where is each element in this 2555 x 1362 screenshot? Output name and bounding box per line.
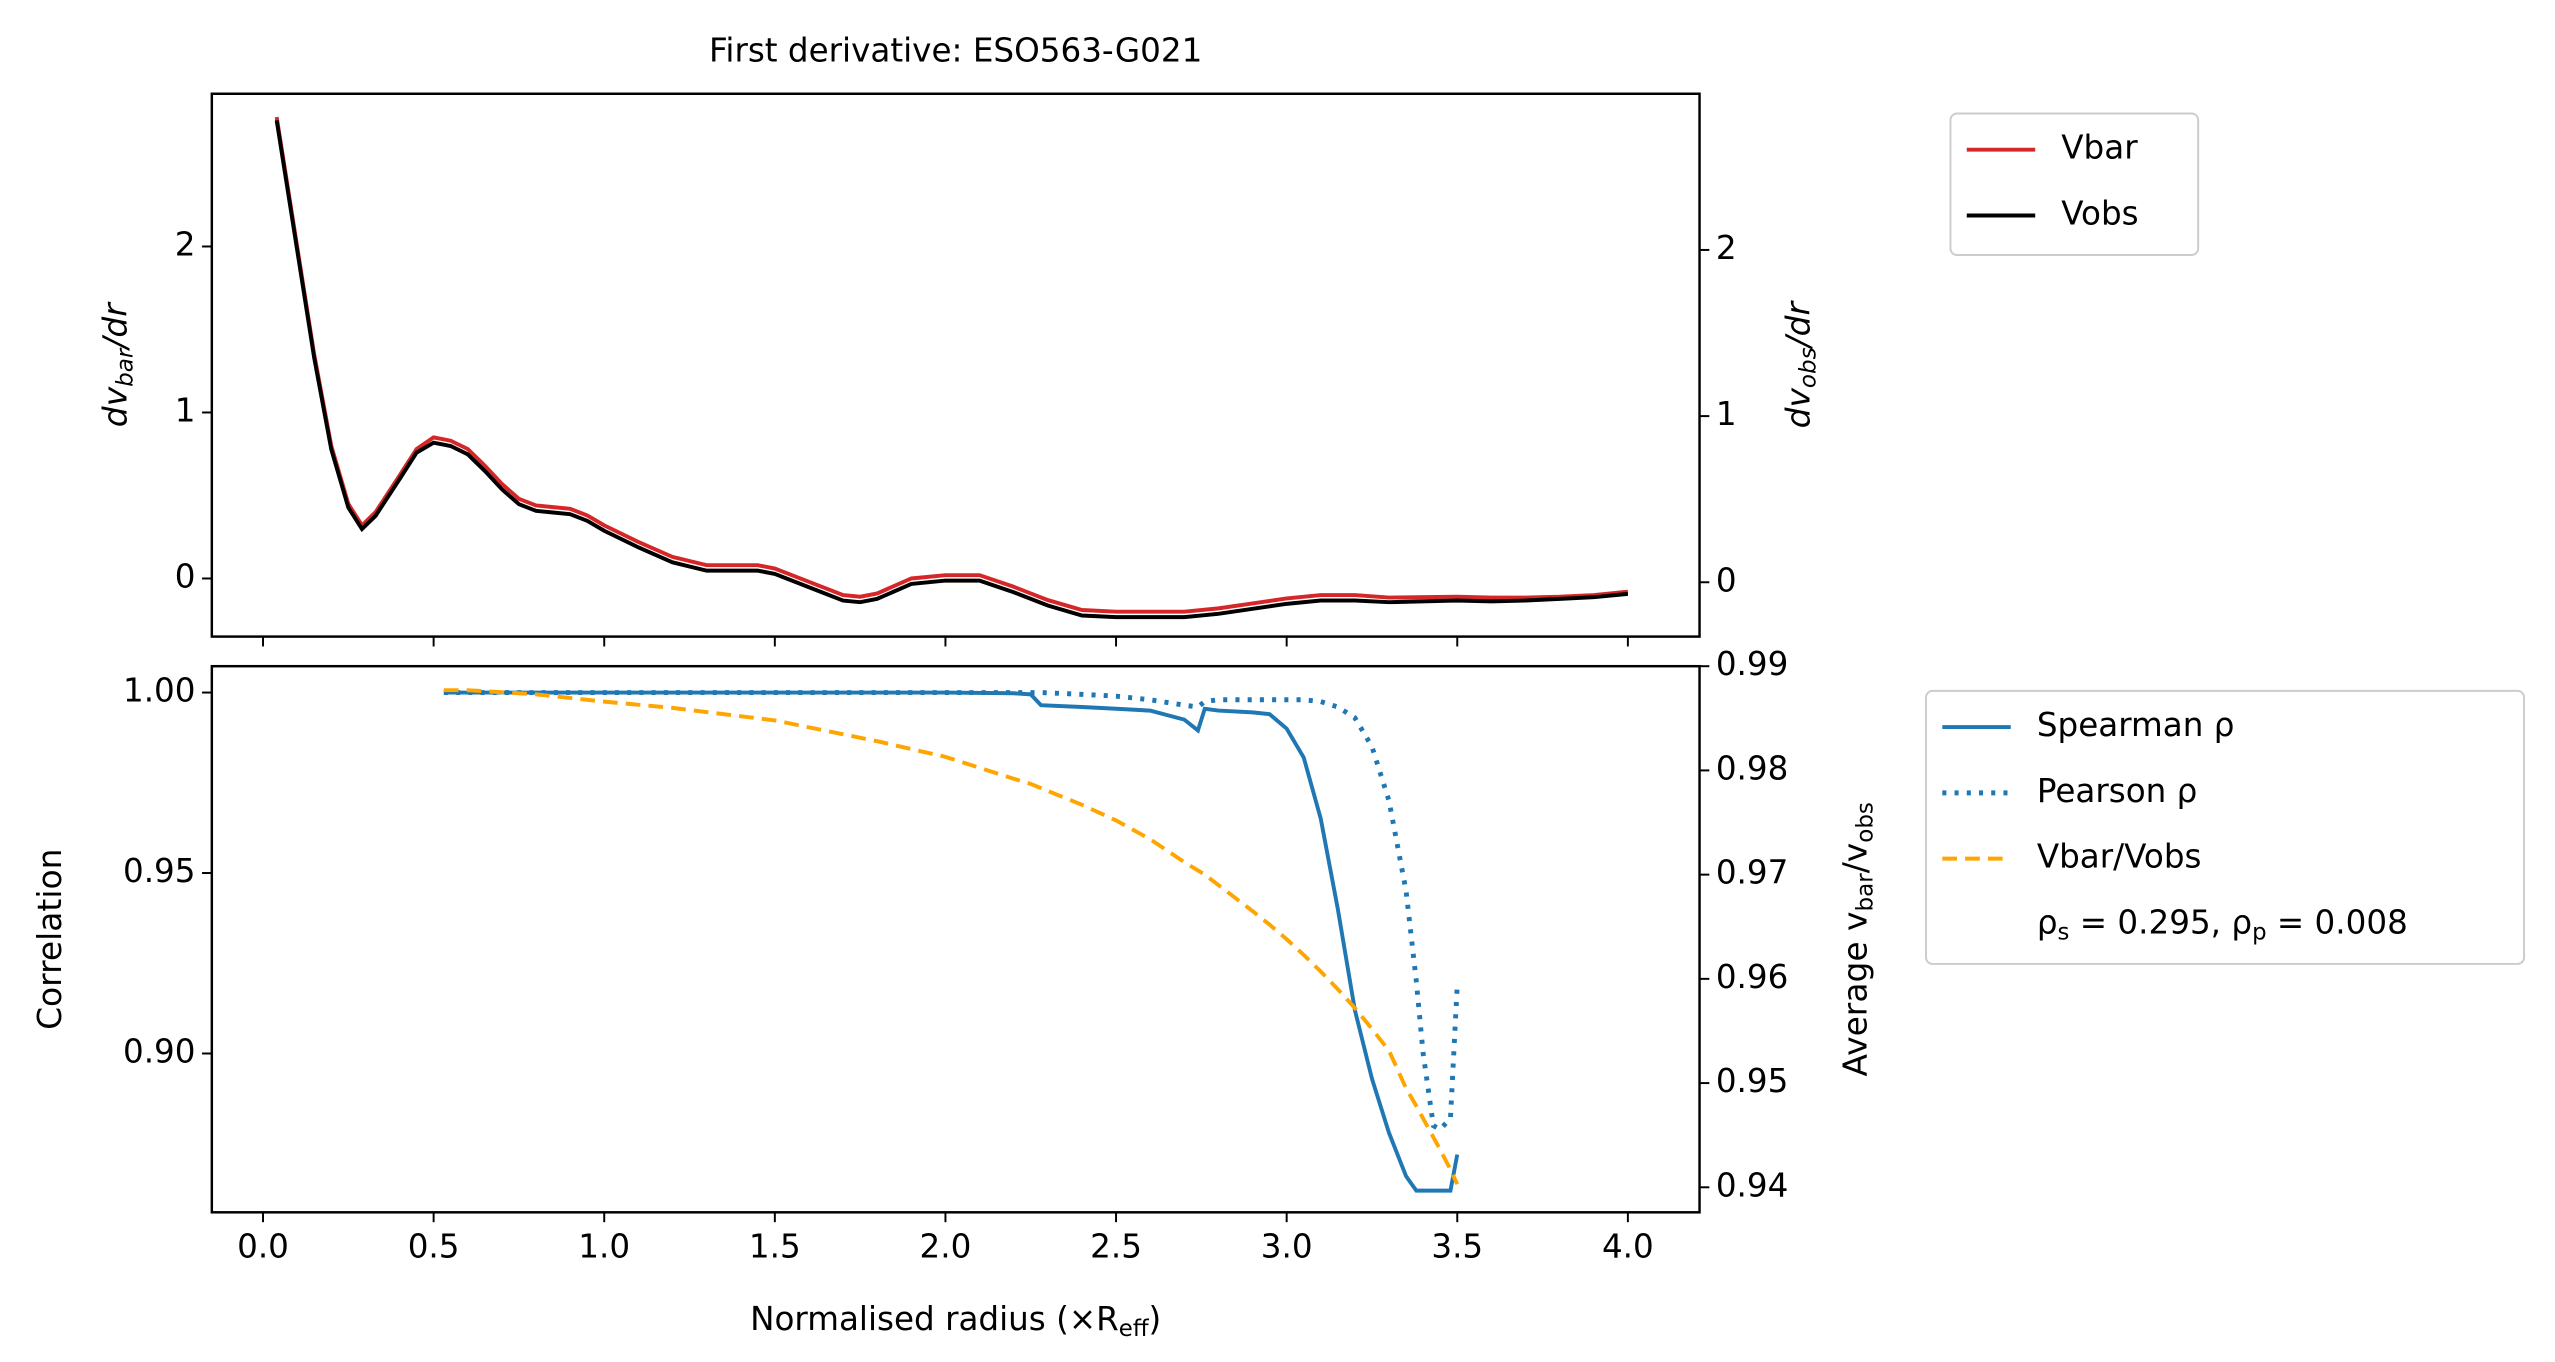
x-tick-label: 1.0 [578,1227,630,1265]
y2-tick-label: 0.98 [1716,749,1789,787]
y2-tick-label: 1 [1716,395,1737,433]
x-tick-label: 2.5 [1090,1227,1142,1265]
x-tick-label: 4.0 [1602,1227,1654,1265]
x-tick-label: 3.0 [1261,1227,1313,1265]
legend-label: Vobs [2061,194,2138,232]
y2-tick-label: 0.99 [1716,645,1789,683]
y2-axis-label-part: dv [1780,387,1818,428]
data-line [274,120,1629,620]
y-axis-label-part: bar [112,347,138,387]
y-tick-label: 0.95 [123,852,196,890]
y-axis-label-part: /dr [96,301,134,352]
y2-tick-label: 0.96 [1716,958,1789,996]
x-tick-label: 2.0 [920,1227,972,1265]
plot-frame [210,664,1701,1214]
annotation-part: = 0.008 [2267,903,2408,941]
annotation-part: p [2252,919,2266,945]
y-tick-label: 2 [175,225,196,263]
x-tick-label: 0.0 [237,1227,289,1265]
x-axis-label: Normalised radius (×Reff) [750,1300,1161,1342]
x-tick-label: 1.5 [749,1227,801,1265]
y-tick-label: 0 [175,557,196,595]
y2-axis-label-part: /v [1837,843,1875,874]
y2-tick-label: 0 [1716,561,1737,599]
y2-axis-label-part: Average v [1837,911,1875,1076]
x-axis-label-part: eff [1119,1316,1150,1342]
data-line [443,690,1460,1193]
legend-box [1925,689,2526,965]
annotation: ρs = 0.295, ρp = 0.008 [2037,903,2408,945]
y-axis-label: Correlation [31,849,69,1030]
x-axis-label-part: ) [1149,1300,1162,1338]
plot-frame [210,92,1701,638]
legend-label: Vbar [2061,129,2138,167]
annotation-part: ρ [2037,903,2058,941]
y-axis-label-part: Correlation [31,849,69,1030]
x-axis-label-part: Normalised radius (×R [750,1300,1119,1338]
annotation-part: s [2058,919,2070,945]
y-tick-label: 0.90 [123,1032,196,1070]
y2-axis-label: dvobs/dr [1780,299,1821,428]
y2-tick-label: 0.95 [1716,1062,1789,1100]
y2-axis-label-part: /dr [1780,299,1818,350]
y-tick-label: 1 [175,391,196,429]
y2-axis-label-part: obs [1852,802,1878,843]
y2-tick-label: 0.97 [1716,854,1789,892]
data-line [443,690,1460,1133]
y-tick-label: 1.00 [123,671,196,709]
y-axis-label: dvbar/dr [96,301,137,428]
annotation-part: = 0.295, ρ [2069,903,2252,941]
data-line [443,688,1460,1186]
y2-axis-label-part: bar [1852,873,1878,912]
y2-axis-label: Average vbar/vobs [1837,802,1878,1076]
x-tick-label: 3.5 [1431,1227,1483,1265]
y-axis-label-part: dv [96,386,134,427]
y2-tick-label: 2 [1716,229,1737,267]
legend-label: Spearman ρ [2037,706,2235,744]
x-tick-label: 0.5 [408,1227,460,1265]
data-line [274,116,1629,614]
chart-title: First derivative: ESO563-G021 [709,32,1202,70]
y2-axis-label-part: obs [1795,347,1821,388]
legend-label: Pearson ρ [2037,772,2197,810]
legend-label: Vbar/Vobs [2037,838,2202,876]
y2-tick-label: 0.94 [1716,1166,1789,1204]
